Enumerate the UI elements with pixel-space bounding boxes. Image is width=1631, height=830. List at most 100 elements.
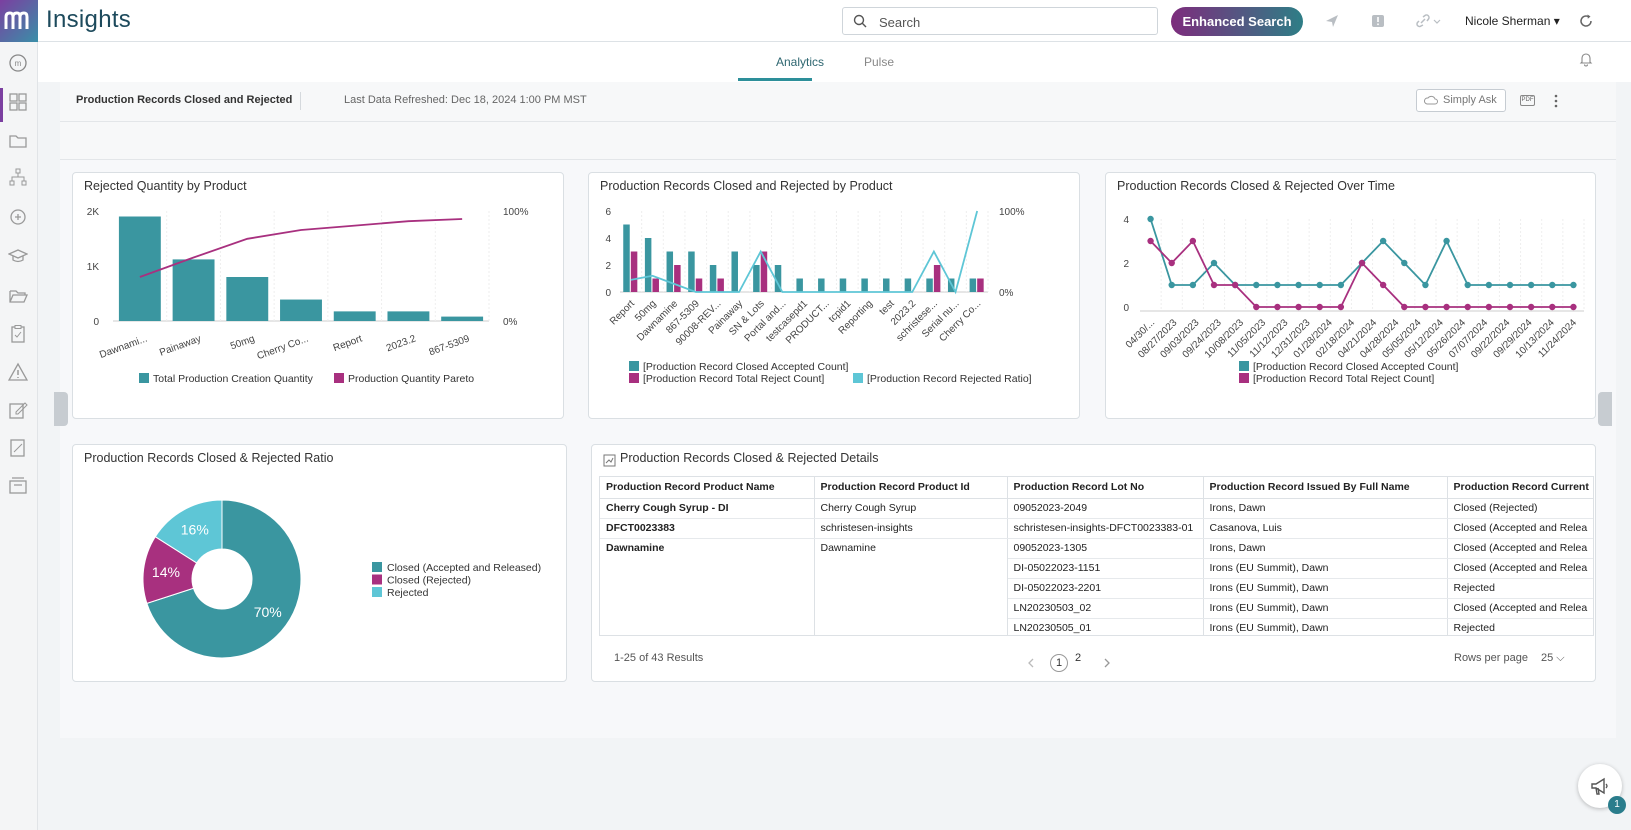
- point-rejected: [1506, 303, 1514, 311]
- y2-tick-label: 0%: [999, 288, 1014, 299]
- column-header[interactable]: Production Record Product Name: [600, 477, 815, 499]
- bar-accepted: [644, 238, 652, 292]
- archive-icon[interactable]: [8, 475, 28, 495]
- link-icon[interactable]: [1415, 13, 1431, 29]
- sync-icon[interactable]: [8, 207, 28, 227]
- header-divider: [300, 92, 301, 110]
- legend-label: Closed (Accepted and Released): [387, 562, 541, 574]
- bar: [333, 311, 376, 321]
- bar-rejected: [674, 265, 681, 292]
- point-accepted: [1253, 281, 1260, 289]
- point-accepted: [1506, 281, 1514, 289]
- next-page-icon[interactable]: [1103, 657, 1111, 669]
- bar-rejected: [717, 278, 724, 292]
- legend-swatch: [372, 587, 382, 597]
- details-table-scroll[interactable]: Production Record Product Name Productio…: [599, 476, 1594, 636]
- table-row[interactable]: DI-05022023-1151 Irons (EU Summit), Dawn…: [600, 558, 1593, 579]
- y-tick-label: 4: [605, 234, 611, 245]
- user-menu[interactable]: Nicole Sherman ▾: [1465, 14, 1560, 28]
- dashboard-icon[interactable]: [8, 92, 28, 112]
- overtime-chart: 02404/30/...08/27/202309/03/202309/24/20…: [1123, 215, 1585, 385]
- y-tick-label: 1K: [87, 262, 100, 273]
- prev-page-icon[interactable]: [1027, 657, 1035, 669]
- point-rejected: [1316, 303, 1323, 311]
- page-1-button[interactable]: 1: [1050, 654, 1068, 672]
- refresh-icon[interactable]: [1578, 13, 1594, 29]
- bell-icon[interactable]: [1578, 51, 1594, 67]
- bar-rejected: [977, 278, 984, 292]
- table-row[interactable]: Dawnamine Dawnamine 09052023-1305 Irons,…: [600, 538, 1593, 635]
- send-icon[interactable]: [1324, 13, 1340, 29]
- point-rejected: [1379, 281, 1387, 289]
- table-row[interactable]: DI-05022023-2201 Irons (EU Summit), Dawn…: [600, 578, 1593, 599]
- table-row[interactable]: LN20230503_02 Irons (EU Summit), Dawn Cl…: [600, 598, 1593, 619]
- more-options-icon[interactable]: [1553, 93, 1559, 109]
- ratio-line: [630, 210, 979, 295]
- hierarchy-icon[interactable]: [8, 167, 28, 187]
- point-rejected: [1549, 303, 1556, 311]
- brand-logo[interactable]: [0, 0, 38, 42]
- legend-label: Total Production Creation Quantity: [153, 373, 314, 385]
- details-table: Production Record Product Name Productio…: [600, 477, 1593, 635]
- point-accepted: [1295, 281, 1302, 289]
- column-header[interactable]: Production Record Lot No: [1007, 477, 1204, 499]
- bar: [387, 311, 430, 321]
- insights-home-icon[interactable]: m: [8, 53, 28, 73]
- clipboard-icon[interactable]: [8, 324, 28, 344]
- folder-icon[interactable]: [8, 131, 28, 151]
- legend-label: [Production Record Total Reject Count]: [1253, 373, 1434, 385]
- table-cell: LN20230503_02: [1007, 598, 1204, 619]
- point-accepted: [1379, 237, 1387, 245]
- table-cell: Rejected: [1447, 618, 1593, 635]
- rows-per-page-select[interactable]: 25 ⌵: [1541, 652, 1565, 664]
- table-row[interactable]: LN20230505_01 Irons (EU Summit), Dawn Re…: [600, 618, 1593, 635]
- ratio-donut-chart: 70% 14% 16% Closed (Accepted and Released)C…: [142, 499, 541, 659]
- column-header[interactable]: Production Record Product Id: [814, 477, 1008, 499]
- table-row[interactable]: DFCT0023383 schristesen-insights schrist…: [600, 518, 1593, 539]
- tab-analytics[interactable]: Analytics: [776, 55, 825, 69]
- point-rejected: [1401, 303, 1408, 311]
- app-title: Insights: [46, 6, 132, 33]
- legend-swatch: [853, 373, 863, 383]
- warning-icon[interactable]: [8, 362, 28, 382]
- training-icon[interactable]: [8, 246, 28, 266]
- tab-pulse[interactable]: Pulse: [864, 55, 895, 69]
- sidebar-active-indicator: [0, 88, 3, 122]
- x-tick-label: 2023.2: [385, 333, 418, 354]
- results-count: 1-25 of 43 Results: [614, 652, 704, 664]
- x-tick-label: Painaway: [158, 333, 203, 358]
- tab-active-underline: [738, 78, 812, 81]
- details-table-title: Production Records Closed & Rejected Det…: [620, 451, 879, 465]
- simply-ask-button[interactable]: Simply Ask: [1416, 89, 1506, 112]
- table-cell: schristesen-insights-DFCT0023383-01: [1007, 518, 1204, 539]
- page-2-button[interactable]: 2: [1075, 652, 1082, 664]
- chevron-down-icon[interactable]: [1433, 13, 1441, 29]
- bar: [280, 299, 322, 321]
- point-rejected: [1570, 303, 1577, 311]
- column-header[interactable]: Production Record Current: [1447, 477, 1593, 499]
- pdf-export-button[interactable]: PDF: [1520, 95, 1535, 106]
- alert-icon[interactable]: [1370, 13, 1386, 29]
- collapse-right-handle[interactable]: [1598, 392, 1612, 426]
- search-input[interactable]: Search: [842, 7, 1158, 35]
- y2-tick-label: 100%: [503, 207, 529, 218]
- bar-rejected: [652, 278, 659, 292]
- slice-label: 16%: [181, 521, 209, 537]
- point-accepted: [1485, 281, 1493, 289]
- collapse-left-handle[interactable]: [54, 392, 68, 426]
- column-header[interactable]: Production Record Issued By Full Name: [1203, 477, 1448, 499]
- enhanced-search-button[interactable]: Enhanced Search: [1171, 7, 1303, 36]
- bar-accepted: [839, 278, 847, 292]
- document-edit-icon[interactable]: [8, 438, 28, 458]
- pareto-line: [139, 218, 463, 278]
- x-tick-label: Dawnami...: [98, 333, 149, 360]
- details-table-card: Production Records Closed & Rejected Det…: [591, 444, 1596, 682]
- point-rejected: [1464, 303, 1471, 311]
- bar-rejected: [933, 265, 941, 292]
- search-placeholder: Search: [879, 15, 921, 30]
- bar-accepted: [688, 251, 695, 292]
- table-row[interactable]: Cherry Cough Syrup - DI Cherry Cough Syr…: [600, 498, 1593, 519]
- open-folder-icon[interactable]: [8, 286, 28, 306]
- point-rejected: [1358, 259, 1366, 267]
- edit-icon[interactable]: [8, 400, 28, 420]
